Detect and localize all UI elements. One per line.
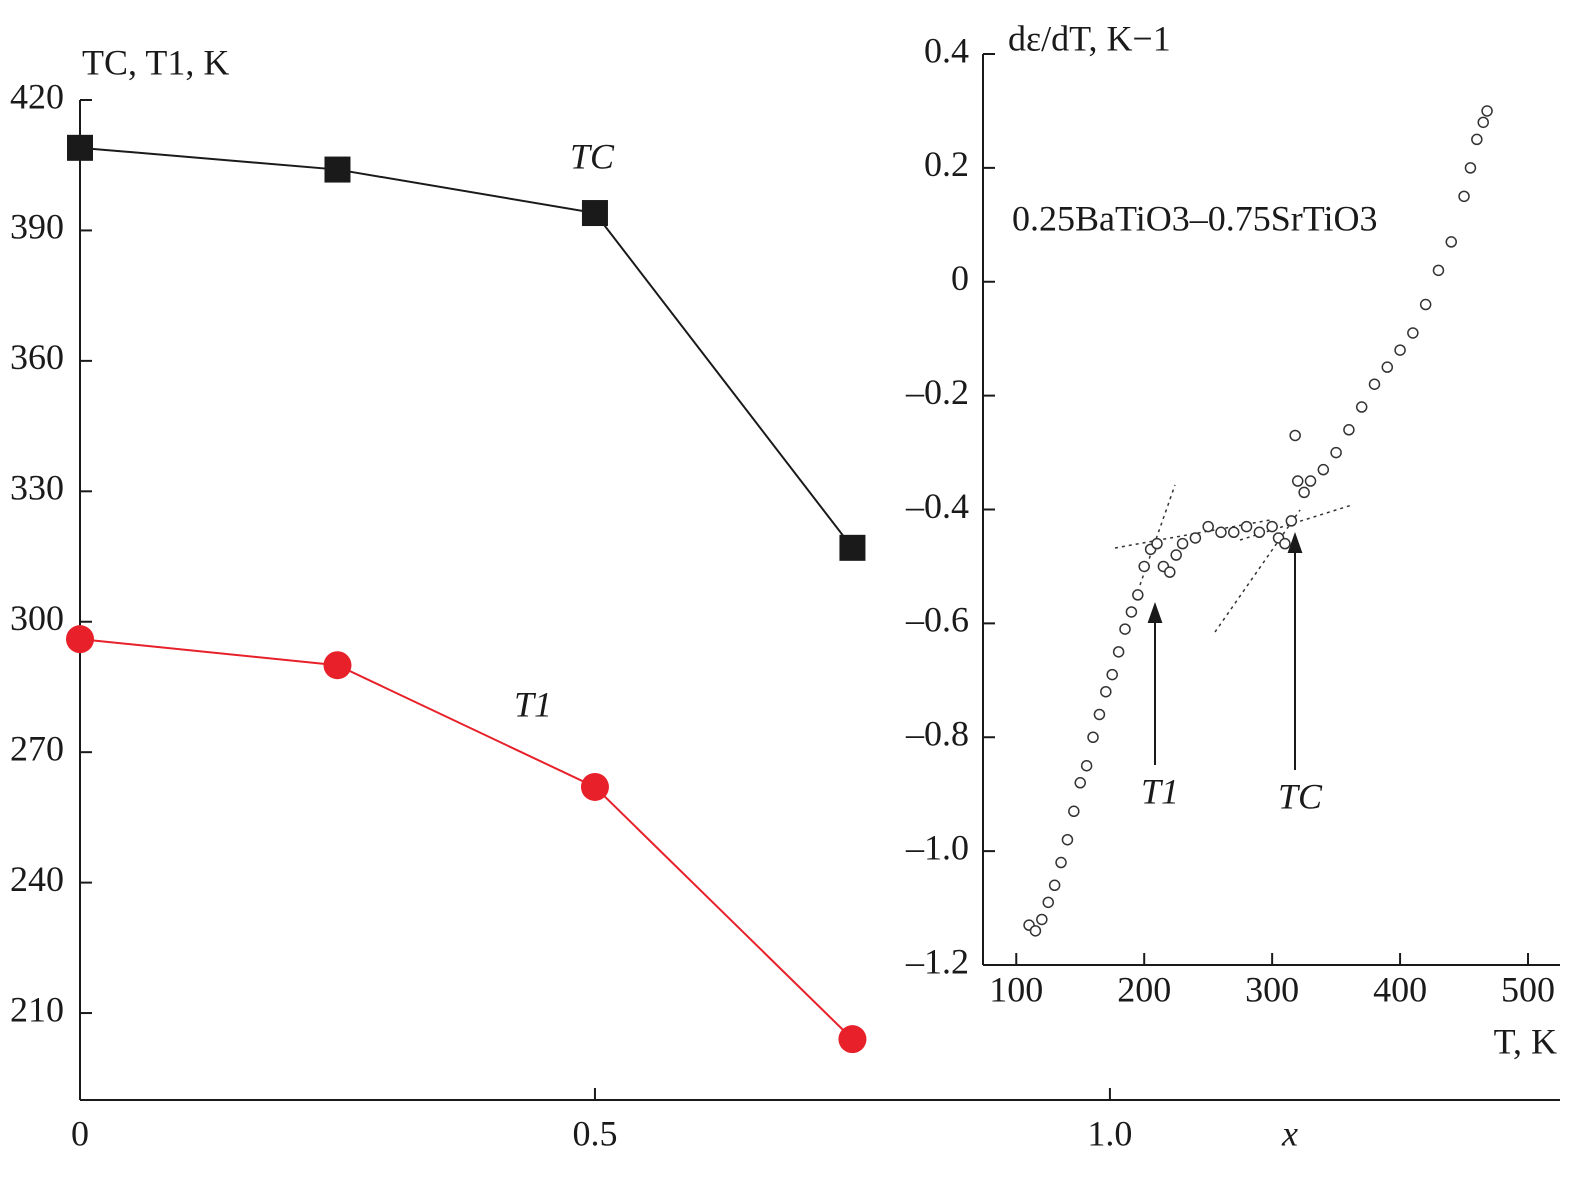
point xyxy=(1432,264,1445,277)
marker xyxy=(839,534,866,561)
inset-x-axis-label: T, K xyxy=(1494,1021,1557,1061)
point xyxy=(1471,133,1483,146)
y-tick-label: 390 xyxy=(10,207,64,247)
y-tick-label: 240 xyxy=(10,859,64,899)
point xyxy=(1317,463,1330,476)
marker xyxy=(324,156,351,183)
series-label: TC xyxy=(570,136,615,176)
point xyxy=(1106,668,1118,681)
point xyxy=(1042,896,1054,909)
y-tick-label: –0.2 xyxy=(905,372,969,412)
point xyxy=(1061,833,1074,846)
marker xyxy=(66,625,94,654)
y-tick-label: 0.4 xyxy=(924,30,969,70)
tangent-lines xyxy=(1114,484,1353,633)
x-tick-label: 500 xyxy=(1501,969,1555,1009)
inset-annotation: 0.25BaTiO3–0.75SrTiO3 xyxy=(1012,198,1377,238)
arrows xyxy=(1147,531,1303,770)
y-tick-label: –0.4 xyxy=(905,486,969,526)
point xyxy=(1132,589,1144,601)
point xyxy=(1048,879,1061,892)
x-tick-label: 0 xyxy=(71,1113,89,1153)
point xyxy=(1291,475,1304,487)
point xyxy=(1176,537,1189,550)
point xyxy=(1164,566,1176,578)
series-line xyxy=(79,638,854,1040)
point xyxy=(1304,475,1317,487)
x-tick-label: 1.0 xyxy=(1087,1113,1132,1153)
y-tick-label: 0 xyxy=(951,258,969,298)
point xyxy=(1381,361,1394,373)
point xyxy=(1289,429,1301,442)
y-tick-label: –1.0 xyxy=(905,827,969,867)
point xyxy=(1368,378,1381,390)
y-tick-label: 0.2 xyxy=(924,144,969,184)
point xyxy=(1481,105,1493,117)
point xyxy=(1464,162,1477,174)
marker xyxy=(67,134,93,161)
point xyxy=(1093,708,1106,721)
y-tick-label: 300 xyxy=(10,598,64,638)
point xyxy=(1343,424,1355,436)
point xyxy=(1068,805,1080,818)
point xyxy=(1151,537,1163,550)
point xyxy=(1253,526,1266,539)
inset-annotation: TC xyxy=(1278,776,1323,816)
point xyxy=(1330,446,1342,459)
point xyxy=(1074,777,1086,789)
y-tick-label: –1.2 xyxy=(905,941,969,981)
y-tick-label: –0.6 xyxy=(905,600,969,640)
x-tick-label: 200 xyxy=(1117,969,1171,1009)
marker xyxy=(323,651,352,680)
x-tick-label: 100 xyxy=(989,969,1043,1009)
point xyxy=(1215,526,1227,539)
inset-annotation: T1 xyxy=(1141,771,1179,811)
point xyxy=(1298,486,1310,499)
point xyxy=(1355,401,1368,413)
y-axis-label: TC, T1, K xyxy=(82,42,229,82)
y-tick-label: 270 xyxy=(10,728,64,768)
x-tick-label: 300 xyxy=(1245,969,1299,1009)
x-axis-label: x xyxy=(1281,1113,1298,1153)
y-tick-label: 330 xyxy=(10,468,64,508)
point xyxy=(1394,344,1406,356)
y-tick-label: 210 xyxy=(10,989,64,1029)
series-line xyxy=(79,146,854,549)
point xyxy=(1445,236,1458,248)
point xyxy=(1138,560,1150,573)
point xyxy=(1189,532,1202,544)
y-tick-label: 420 xyxy=(10,76,64,116)
point xyxy=(1228,526,1240,539)
point xyxy=(1279,537,1291,550)
point xyxy=(1285,515,1298,527)
point xyxy=(1240,520,1253,533)
point xyxy=(1266,520,1278,533)
point xyxy=(1119,623,1131,635)
point xyxy=(1087,731,1099,743)
y-tick-label: 360 xyxy=(10,337,64,377)
point xyxy=(1202,520,1214,533)
point xyxy=(1112,646,1125,658)
point xyxy=(1055,856,1067,869)
x-tick-label: 0.5 xyxy=(572,1113,617,1153)
marker xyxy=(838,1025,867,1054)
inset-y-axis-label: dε/dT, K−1 xyxy=(1008,18,1171,58)
point xyxy=(1407,327,1419,339)
marker xyxy=(580,772,609,801)
point xyxy=(1036,913,1048,926)
marker xyxy=(581,200,608,227)
point xyxy=(1419,298,1432,311)
y-tick-label: –0.8 xyxy=(905,714,969,754)
point xyxy=(1477,116,1489,129)
point xyxy=(1458,190,1470,203)
series-label: T1 xyxy=(514,684,552,724)
point xyxy=(1029,925,1042,937)
point xyxy=(1170,549,1182,561)
point xyxy=(1100,685,1112,698)
point xyxy=(1080,759,1093,772)
x-tick-label: 400 xyxy=(1373,969,1427,1009)
point xyxy=(1125,606,1138,618)
